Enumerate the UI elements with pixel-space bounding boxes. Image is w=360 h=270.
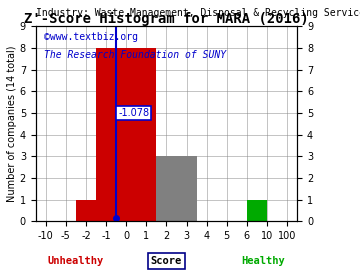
Y-axis label: Number of companies (14 total): Number of companies (14 total) [7, 46, 17, 202]
Text: Unhealthy: Unhealthy [48, 256, 104, 266]
Text: Industry: Waste Management, Disposal & Recycling Services: Industry: Waste Management, Disposal & R… [36, 8, 360, 18]
Bar [96, 48, 116, 221]
Bar [156, 156, 197, 221]
Text: Healthy: Healthy [241, 256, 285, 266]
Text: The Research Foundation of SUNY: The Research Foundation of SUNY [44, 50, 226, 60]
Bar [76, 200, 96, 221]
Bar [116, 48, 156, 221]
Bar [247, 200, 267, 221]
Title: Z'-Score Histogram for MARA (2016): Z'-Score Histogram for MARA (2016) [24, 12, 309, 26]
Text: ©www.textbiz.org: ©www.textbiz.org [44, 32, 138, 42]
Text: Score: Score [151, 256, 182, 266]
Text: -1.078: -1.078 [118, 108, 149, 118]
